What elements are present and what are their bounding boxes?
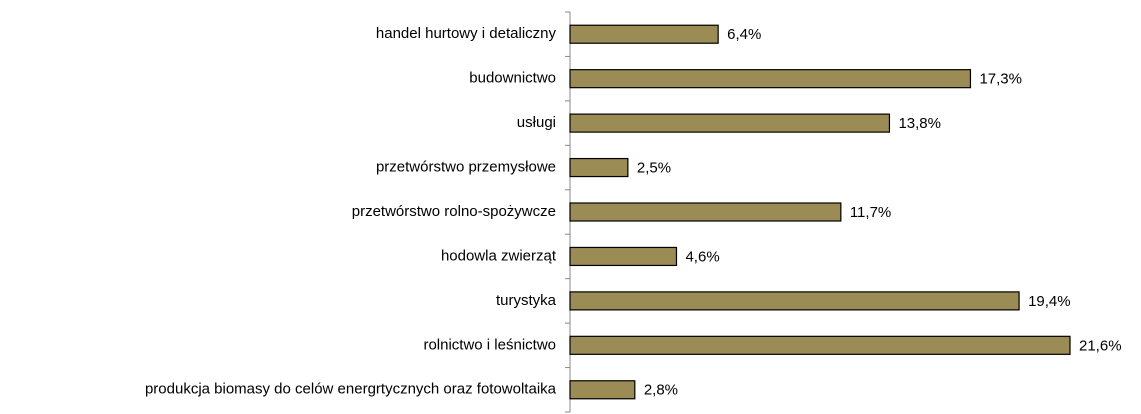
category-label: produkcja biomasy do celów energrtycznyc… <box>145 381 557 398</box>
category-label: przetwórstwo przemysłowe <box>376 159 556 176</box>
category-label: turystyka <box>496 292 557 309</box>
bar <box>569 113 891 133</box>
value-label: 2,8% <box>644 382 678 399</box>
bar <box>569 157 629 178</box>
category-label: handel hurtowy i detaliczny <box>376 25 557 42</box>
category-label: hodowla zwierząt <box>441 247 557 264</box>
bar <box>569 246 678 267</box>
value-label: 13,8% <box>898 115 941 132</box>
category-label: budownictwo <box>469 70 556 87</box>
bar <box>569 291 1020 311</box>
value-label: 21,6% <box>1079 337 1122 354</box>
value-label: 17,3% <box>979 71 1022 88</box>
category-label: usługi <box>517 114 556 131</box>
category-label: przetwórstwo rolno-spożywcze <box>352 203 556 220</box>
value-label: 6,4% <box>727 26 761 43</box>
value-label: 19,4% <box>1028 293 1071 310</box>
bar <box>569 69 972 89</box>
bar <box>569 380 636 400</box>
value-label: 4,6% <box>685 248 719 265</box>
value-label: 2,5% <box>637 160 671 177</box>
category-label: rolnictwo i leśnictwo <box>423 336 556 353</box>
bar <box>569 335 1071 355</box>
value-label: 11,7% <box>850 204 891 221</box>
bar <box>569 202 842 222</box>
bar <box>569 24 719 44</box>
